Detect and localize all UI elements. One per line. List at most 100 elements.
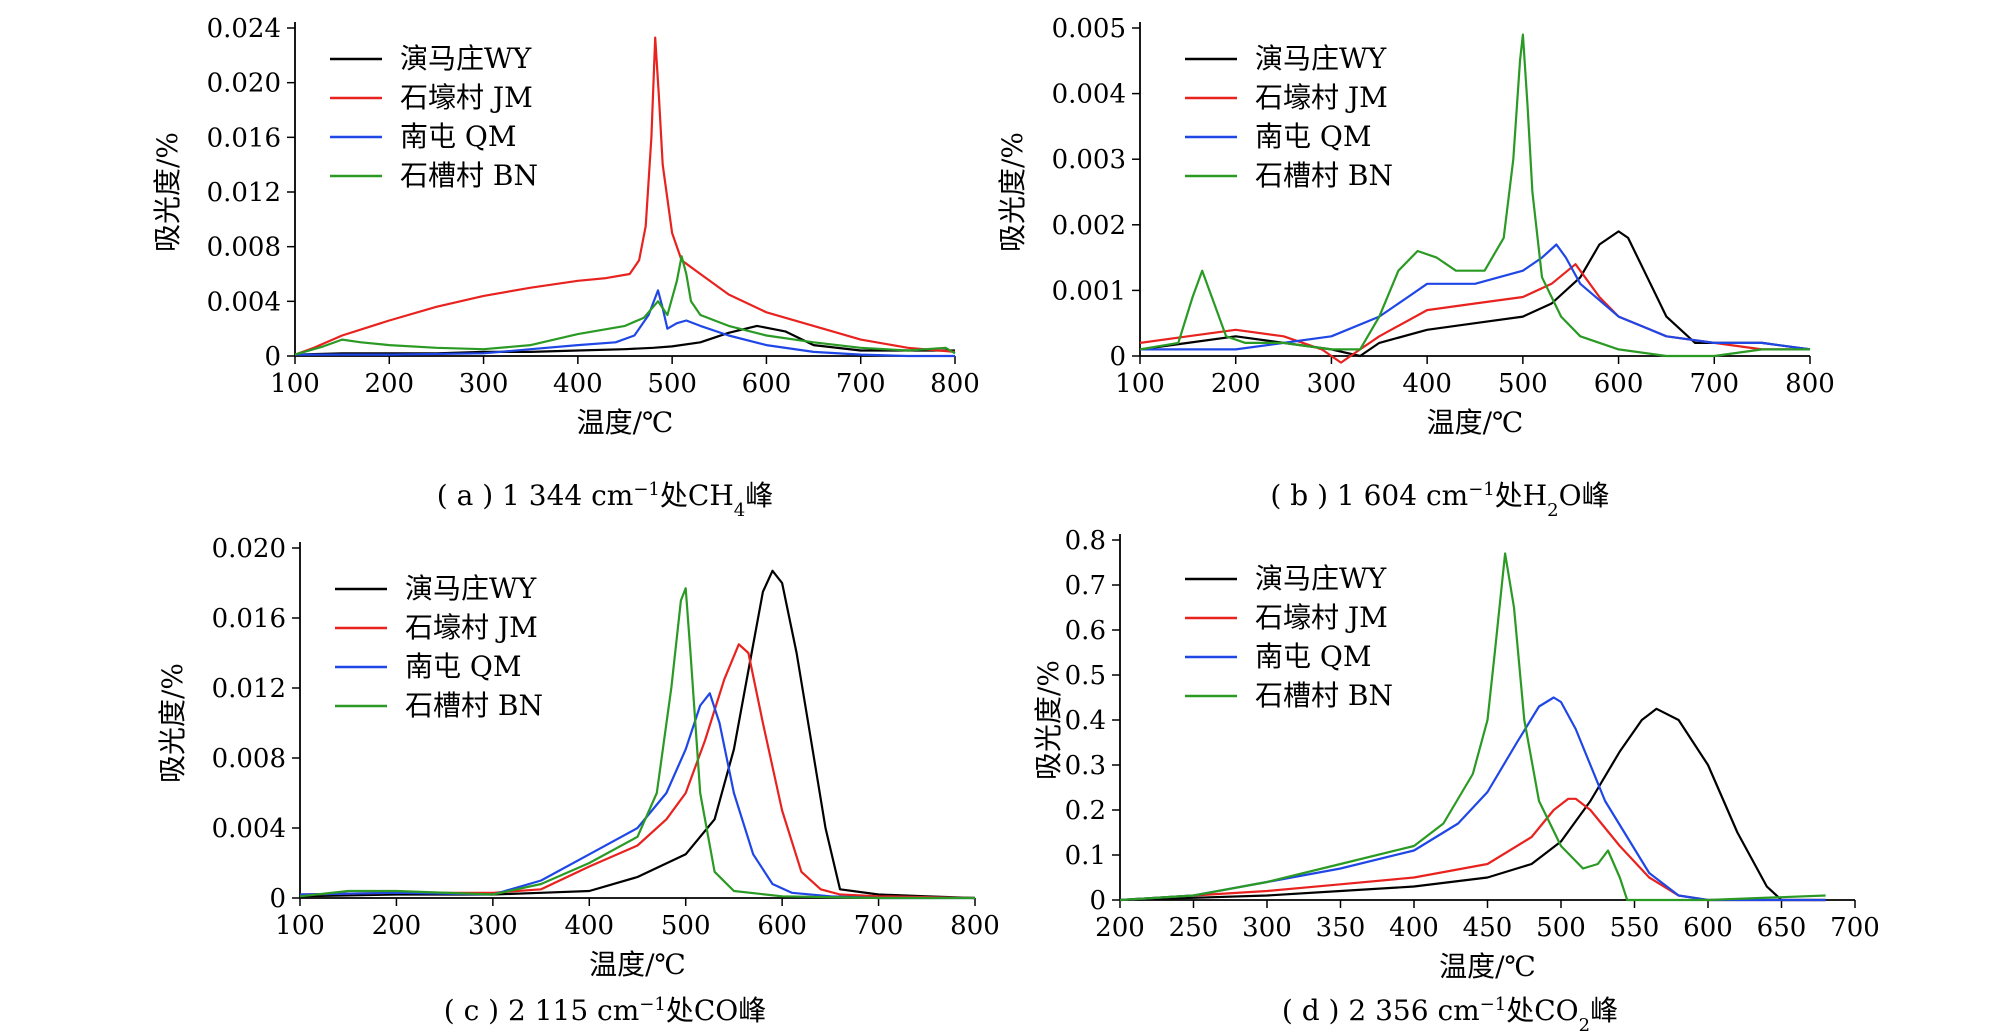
x-tick-label: 700 xyxy=(854,911,904,941)
x-tick-label: 450 xyxy=(1463,913,1513,943)
y-tick-label: 0.003 xyxy=(1052,145,1126,175)
x-axis-title: 温度/℃ xyxy=(1439,950,1536,983)
y-tick-label: 0.1 xyxy=(1065,841,1106,871)
y-tick-label: 0.5 xyxy=(1065,661,1106,691)
x-tick-label: 800 xyxy=(930,369,980,399)
x-tick-label: 500 xyxy=(661,911,711,941)
x-tick-label: 250 xyxy=(1169,913,1219,943)
chart-d: 200 250 300 350 400 450 500 550 600 650 700 0 0.1 0.2… xyxy=(1032,526,1880,1032)
series-line xyxy=(294,36,956,356)
y-tick-label: 0 xyxy=(269,884,286,914)
x-axis-title: 温度/℃ xyxy=(1427,406,1524,439)
x-tick-label: 100 xyxy=(275,911,325,941)
x-tick-label: 600 xyxy=(1594,369,1644,399)
legend-label: 石壕村 JM xyxy=(1255,601,1388,634)
series-line xyxy=(1139,230,1811,358)
x-tick-label: 200 xyxy=(1211,369,1261,399)
x-tick-label: 800 xyxy=(950,911,1000,941)
legend-label: 石壕村 JM xyxy=(400,81,533,114)
series-line xyxy=(294,324,955,356)
chart-b: 100 200 300 400 500 600 700 800 0 0.001 0.002 0.003… xyxy=(996,14,1835,521)
y-tick-label: 0 xyxy=(264,342,281,372)
y-tick-label: 0.7 xyxy=(1065,571,1106,601)
legend-label: 石槽村 BN xyxy=(400,159,538,192)
y-tick-label: 0.002 xyxy=(1052,211,1126,241)
series-line xyxy=(1119,797,1826,902)
legend-label: 演马庄WY xyxy=(1255,562,1387,595)
x-tick-label: 300 xyxy=(468,911,518,941)
x-tick-label: 550 xyxy=(1610,913,1660,943)
y-tick-label: 0.016 xyxy=(212,604,286,634)
series-line xyxy=(1140,243,1811,351)
y-tick-label: 0.2 xyxy=(1065,796,1106,826)
y-tick-label: 0 xyxy=(1089,886,1106,916)
chart-caption: ( a ) 1 344 cm−1处CH4峰 xyxy=(437,479,773,521)
y-tick-label: 0.004 xyxy=(207,287,281,317)
y-tick-label: 0.016 xyxy=(207,123,281,153)
y-tick-label: 0.004 xyxy=(1052,80,1126,110)
legend-label: 南屯 QM xyxy=(405,650,522,683)
legend-label: 演马庄WY xyxy=(1255,42,1387,75)
y-axis-title: 吸光度/% xyxy=(156,663,189,783)
legend-label: 南屯 QM xyxy=(400,120,517,153)
y-tick-label: 0.3 xyxy=(1065,751,1106,781)
series-line xyxy=(295,289,955,358)
chart-caption: ( c ) 2 115 cm−1处CO峰 xyxy=(444,994,766,1028)
x-axis-title: 温度/℃ xyxy=(577,406,674,439)
x-tick-label: 400 xyxy=(564,911,614,941)
series-line xyxy=(1139,33,1810,358)
x-tick-label: 300 xyxy=(1307,369,1357,399)
y-tick-label: 0.6 xyxy=(1065,616,1106,646)
x-tick-label: 650 xyxy=(1757,913,1807,943)
x-tick-label: 800 xyxy=(1785,369,1835,399)
x-tick-label: 400 xyxy=(1389,913,1439,943)
series-line xyxy=(299,692,975,900)
x-tick-label: 500 xyxy=(647,369,697,399)
y-tick-label: 0.8 xyxy=(1065,526,1106,556)
x-tick-label: 700 xyxy=(836,369,886,399)
series-line xyxy=(1119,696,1826,902)
legend-label: 演马庄WY xyxy=(405,572,537,605)
legend-label: 南屯 QM xyxy=(1255,120,1372,153)
y-tick-label: 0.008 xyxy=(207,233,281,263)
legend-label: 演马庄WY xyxy=(400,42,532,75)
x-tick-label: 200 xyxy=(364,369,414,399)
x-tick-label: 300 xyxy=(1242,913,1292,943)
series-line xyxy=(294,255,956,356)
chart-caption: ( b ) 1 604 cm−1处H2O峰 xyxy=(1270,479,1609,521)
y-tick-label: 0.012 xyxy=(207,178,281,208)
x-tick-label: 200 xyxy=(372,911,422,941)
y-tick-label: 0.008 xyxy=(212,744,286,774)
y-tick-label: 0.024 xyxy=(207,14,281,44)
legend-label: 石槽村 BN xyxy=(1255,679,1393,712)
series-line xyxy=(1119,552,1826,902)
legend-label: 石壕村 JM xyxy=(1255,81,1388,114)
y-tick-label: 0.005 xyxy=(1052,14,1126,44)
series-line xyxy=(299,587,975,900)
x-tick-label: 100 xyxy=(1115,369,1165,399)
x-tick-label: 100 xyxy=(270,369,320,399)
series-line xyxy=(299,643,976,900)
y-axis-title: 吸光度/% xyxy=(996,132,1029,252)
chart-c: 100 200 300 400 500 600 700 800 0 0.004 0.008 0.012… xyxy=(156,534,1000,1027)
legend-label: 石槽村 BN xyxy=(1255,159,1393,192)
x-tick-label: 700 xyxy=(1689,369,1739,399)
chart-a: 100 200 300 400 500 600 700 800 0 0.004 0.008 0.012… xyxy=(151,14,980,521)
x-tick-label: 500 xyxy=(1498,369,1548,399)
y-tick-label: 0.020 xyxy=(212,534,286,564)
y-tick-label: 0.4 xyxy=(1065,706,1106,736)
y-tick-label: 0.012 xyxy=(212,674,286,704)
legend-label: 石槽村 BN xyxy=(405,689,543,722)
x-tick-label: 300 xyxy=(459,369,509,399)
x-tick-label: 700 xyxy=(1830,913,1880,943)
legend-label: 石壕村 JM xyxy=(405,611,538,644)
x-axis-title: 温度/℃ xyxy=(589,948,686,981)
y-tick-label: 0.004 xyxy=(212,814,286,844)
x-tick-label: 600 xyxy=(742,369,792,399)
legend-label: 南屯 QM xyxy=(1255,640,1372,673)
x-tick-label: 600 xyxy=(757,911,807,941)
x-tick-label: 600 xyxy=(1683,913,1733,943)
y-tick-label: 0 xyxy=(1109,342,1126,372)
y-tick-label: 0.020 xyxy=(207,69,281,99)
